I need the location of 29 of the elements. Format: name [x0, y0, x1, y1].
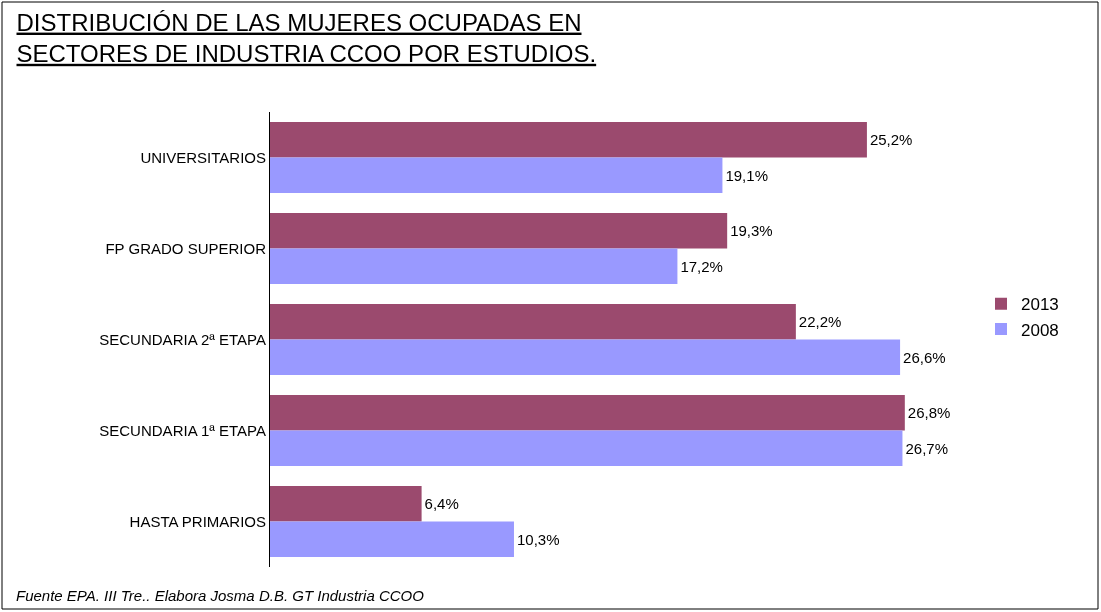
chart-title: DISTRIBUCIÓN DE LAS MUJERES OCUPADAS EN SECTORES DE INDUSTRIA CCOO POR ESTUDIOS.: [16, 8, 597, 67]
legend-label: 2013: [1021, 295, 1059, 315]
bar: [270, 304, 796, 340]
bar: [270, 430, 903, 466]
y-tick-label: HASTA PRIMARIOS: [129, 512, 266, 530]
y-tick-label: SECUNDARIA 1ª ETAPA: [99, 421, 266, 439]
y-tick-label: UNIVERSITARIOS: [140, 148, 266, 166]
bar: [270, 248, 678, 284]
y-tick-label: SECUNDARIA 2ª ETAPA: [99, 330, 266, 348]
data-label: 26,6%: [903, 348, 946, 366]
data-label: 6,4%: [424, 495, 459, 513]
data-label: 17,2%: [680, 257, 723, 275]
bar: [270, 395, 905, 431]
data-label: 10,3%: [516, 530, 560, 548]
bar: [270, 521, 514, 557]
data-label: 22,2%: [798, 313, 842, 331]
bar: [270, 122, 867, 158]
data-label: 19,1%: [725, 166, 768, 184]
data-label: 25,2%: [869, 131, 913, 149]
data-label: 19,3%: [730, 222, 773, 240]
bar: [270, 486, 422, 522]
source-note: Fuente EPA. III Tre.. Elabora Josma D.B. GT Industria CCOO: [16, 587, 425, 604]
y-tick-label: FP GRADO SUPERIOR: [105, 239, 267, 257]
data-label: 26,7%: [905, 439, 948, 457]
bar: [270, 157, 723, 193]
bar: [270, 339, 901, 375]
legend-label: 2008: [1021, 320, 1059, 340]
bar: [270, 213, 728, 249]
data-label: 26,8%: [907, 404, 951, 422]
